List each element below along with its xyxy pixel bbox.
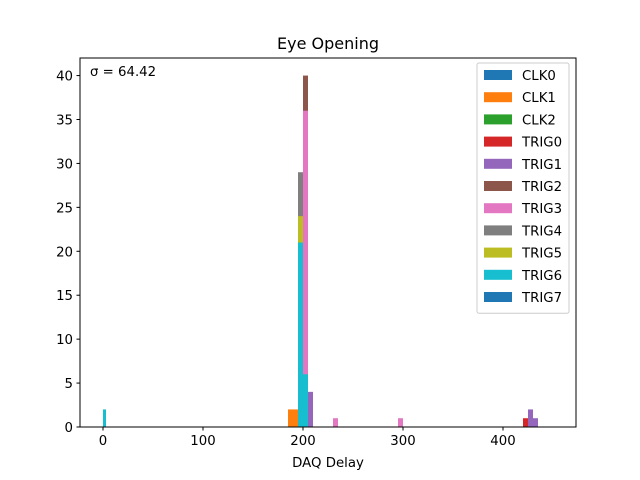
- sigma-annotation: σ = 64.42: [90, 65, 156, 80]
- legend-swatch-trig2: [484, 181, 512, 191]
- bar-trig1-2: [533, 418, 538, 427]
- bar-trig6-1: [298, 242, 303, 427]
- legend-label-trig2: TRIG2: [521, 180, 562, 195]
- legend-label-trig5: TRIG5: [521, 247, 562, 262]
- bar-trig6-0: [103, 409, 106, 427]
- x-tick-label: 300: [390, 434, 415, 449]
- x-tick-label: 200: [290, 434, 315, 449]
- legend-swatch-trig3: [484, 203, 512, 214]
- bars-layer: [103, 75, 538, 428]
- bar-trig3-0: [303, 110, 308, 427]
- bar-trig3-2: [398, 418, 403, 427]
- y-tick-label: 30: [56, 157, 73, 172]
- legend: CLK0 CLK1 CLK2 TRIG0 TRIG1 TRIG2 TRIG3 TRIG4 TRI…: [476, 62, 570, 314]
- y-tick-label: 10: [56, 333, 73, 348]
- x-tick-label: 100: [190, 434, 215, 449]
- legend-swatch-trig6: [484, 269, 512, 280]
- legend-swatch-trig4: [484, 225, 512, 236]
- legend-swatch-clk0: [484, 70, 512, 80]
- legend-label-clk2: CLK2: [522, 113, 556, 128]
- x-tick-label: 0: [99, 434, 107, 449]
- x-axis-label: DAQ Delay: [292, 456, 364, 471]
- y-tick-label: 15: [56, 289, 73, 304]
- legend-swatch-trig5: [484, 247, 512, 258]
- legend-label-trig6: TRIG6: [521, 269, 562, 284]
- legend-swatch-trig0: [484, 136, 512, 147]
- legend-label-clk0: CLK0: [522, 69, 556, 84]
- y-tick-label: 35: [56, 114, 73, 129]
- legend-swatch-clk2: [484, 114, 512, 125]
- legend-label-clk1: CLK1: [522, 91, 556, 106]
- legend-label-trig7: TRIG7: [521, 291, 562, 306]
- y-tick-label: 0: [65, 421, 73, 436]
- bar-trig1-1: [528, 409, 533, 427]
- chart-title: Eye Opening: [277, 34, 379, 53]
- x-axis: 0 100 200 300 400: [99, 427, 516, 449]
- legend-swatch-trig7: [484, 292, 512, 302]
- legend-swatch-trig1: [484, 158, 512, 169]
- legend-label-trig3: TRIG3: [521, 202, 562, 217]
- x-tick-label: 400: [490, 434, 515, 449]
- legend-label-trig1: TRIG1: [521, 158, 562, 173]
- y-tick-label: 25: [56, 201, 73, 216]
- bar-trig1-0: [308, 391, 313, 427]
- legend-label-trig4: TRIG4: [521, 224, 562, 239]
- legend-label-trig0: TRIG0: [521, 136, 562, 151]
- bar-clk1-0: [288, 409, 298, 427]
- y-tick-label: 5: [65, 377, 73, 392]
- y-tick-label: 40: [56, 70, 73, 85]
- bar-trig6-2: [303, 374, 308, 427]
- y-axis: 0 5 10 15 20 25 30 35 40: [56, 70, 80, 436]
- bar-trig0-0: [523, 418, 528, 427]
- plot-frame: [79, 57, 577, 428]
- legend-swatch-clk1: [484, 92, 512, 103]
- bar-trig3-1: [333, 418, 338, 427]
- y-tick-label: 20: [56, 245, 73, 260]
